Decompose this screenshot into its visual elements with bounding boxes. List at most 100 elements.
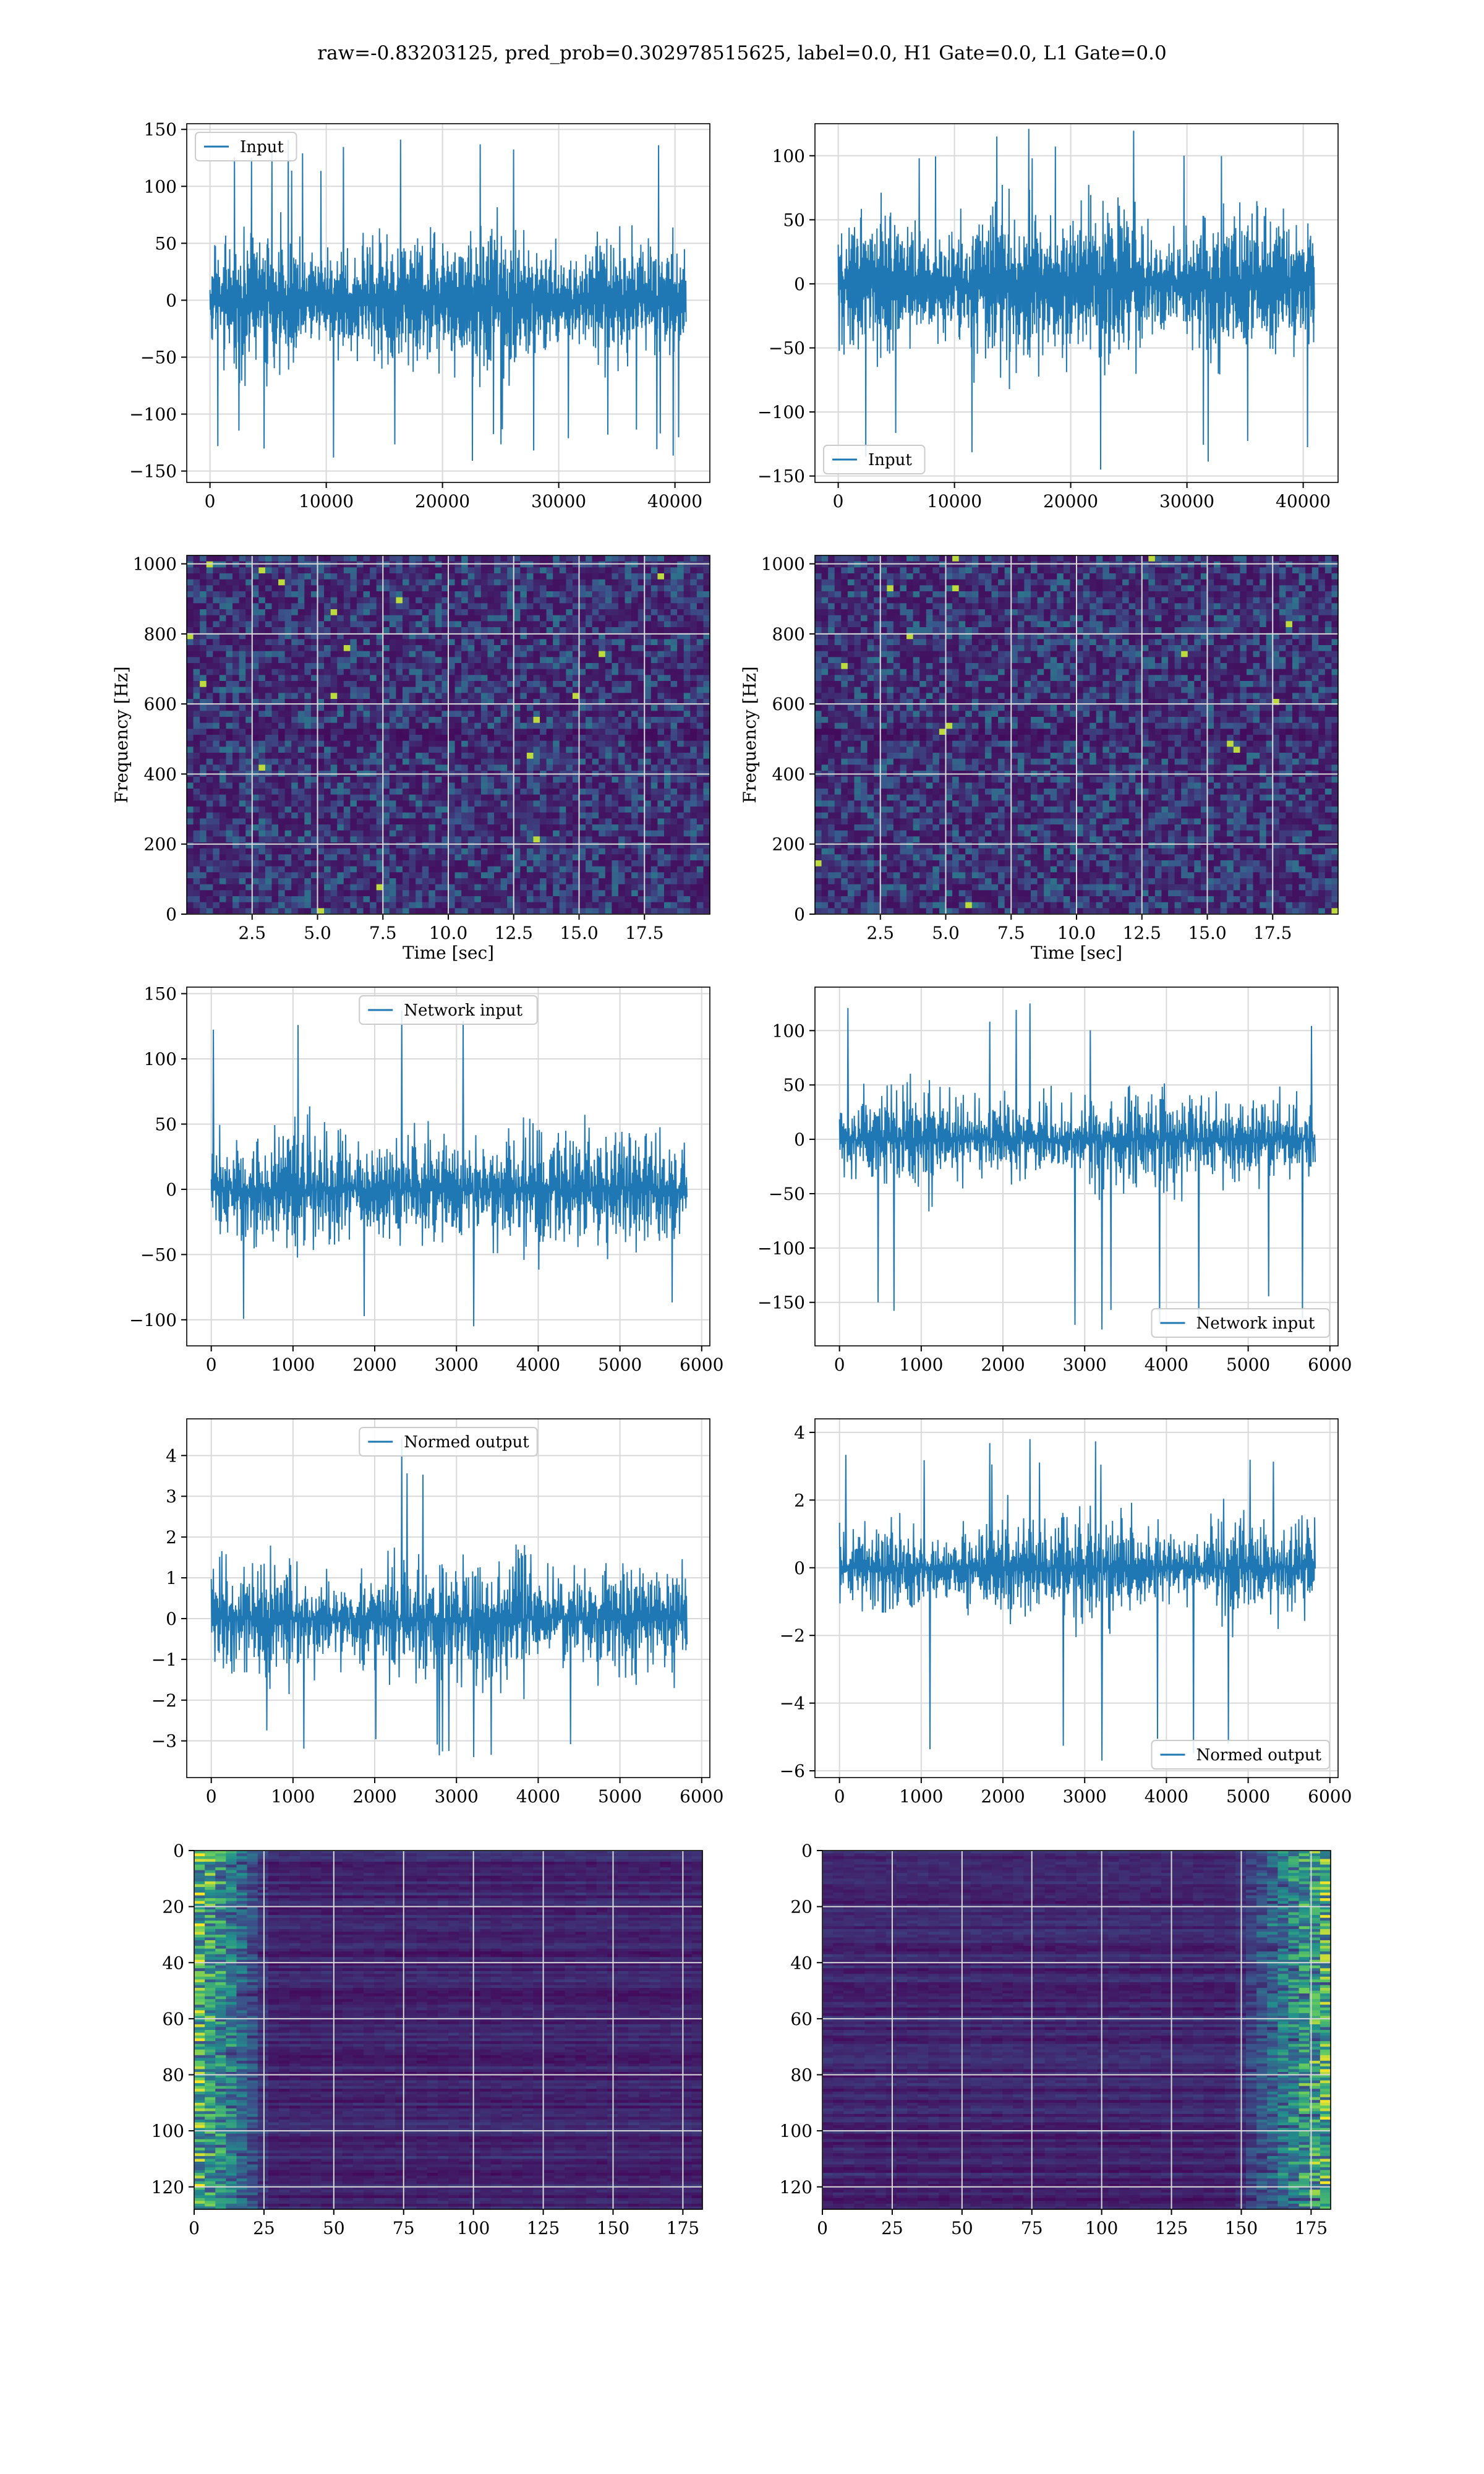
heatmap-cell (657, 591, 664, 597)
heatmap-cell (494, 807, 501, 813)
heatmap-cell (566, 687, 573, 693)
heatmap-cell (677, 818, 684, 824)
heatmap-cell (560, 627, 566, 633)
heatmap-cell (324, 693, 331, 699)
heatmap-cell (200, 717, 207, 723)
heatmap-cell (357, 663, 364, 669)
heatmap-cell (265, 831, 272, 837)
heatmap-cell (318, 872, 325, 878)
heatmap-cell (213, 753, 220, 759)
heatmap-cell (612, 872, 618, 878)
heatmap-cell (226, 831, 232, 837)
heatmap-cell (586, 729, 592, 735)
heatmap-cell (291, 867, 298, 873)
heatmap-cell (481, 735, 488, 741)
heatmap-cell (245, 693, 252, 699)
heatmap-cell (265, 878, 272, 884)
heatmap-cell (697, 824, 704, 831)
heatmap-cell (344, 603, 351, 609)
heatmap-cell (573, 824, 579, 831)
heatmap-cell (337, 639, 344, 645)
heatmap-cell (547, 860, 553, 867)
heatmap-cell (527, 884, 534, 891)
heatmap-cell (1129, 555, 1136, 562)
heatmap-cell (690, 902, 697, 909)
heatmap-cell (533, 890, 540, 896)
heatmap-cell (213, 878, 220, 884)
heatmap-cell (200, 782, 207, 789)
heatmap-cell (703, 615, 710, 622)
heatmap-cell (514, 651, 521, 657)
heatmap-cell (239, 902, 246, 909)
heatmap-cell (239, 585, 246, 591)
heatmap-cell (435, 878, 442, 884)
heatmap-cell (207, 831, 213, 837)
heatmap-cell (612, 717, 618, 723)
heatmap-cell (664, 764, 671, 771)
heatmap-cell (703, 831, 710, 837)
heatmap-cell (501, 872, 508, 878)
heatmap-cell (697, 729, 704, 735)
heatmap-cell (560, 849, 566, 855)
heatmap-cell (291, 782, 298, 789)
heatmap-cell (507, 902, 514, 909)
heatmap-cell (540, 741, 547, 747)
heatmap-cell (409, 717, 416, 723)
line-chart-r1c2: 0 10000 20000 30000 40000−150−100−50050100In… (757, 124, 1338, 511)
heatmap-cell (377, 735, 383, 741)
heatmap-cell (318, 741, 325, 747)
heatmap-cell (226, 789, 232, 795)
heatmap-cell (271, 890, 278, 896)
heatmap-cell (448, 585, 455, 591)
heatmap-cell (592, 860, 599, 867)
heatmap-cell (324, 562, 331, 568)
heatmap-cell (605, 675, 612, 681)
heatmap-cell (220, 813, 226, 819)
heatmap-cell (232, 872, 239, 878)
heatmap-cell (207, 741, 213, 747)
heatmap-cell (435, 681, 442, 687)
heatmap-cell (383, 813, 390, 819)
heatmap-cell (429, 747, 435, 753)
heatmap-cell (245, 711, 252, 717)
heatmap-cell (605, 639, 612, 645)
heatmap-cell (487, 717, 494, 723)
heatmap-cell (566, 723, 573, 729)
heatmap-cell (494, 753, 501, 759)
heatmap-cell (364, 842, 370, 849)
heatmap-cell (690, 735, 697, 741)
heatmap-cell (690, 878, 697, 884)
heatmap-cell (226, 896, 232, 902)
heatmap-cell (547, 759, 553, 765)
heatmap-cell (474, 849, 481, 855)
heatmap-cell (599, 789, 605, 795)
heatmap-cell (684, 795, 691, 801)
heatmap-cell (618, 800, 625, 807)
heatmap-cell (252, 705, 259, 711)
heatmap-cell (252, 567, 259, 573)
heatmap-cell (370, 782, 377, 789)
heatmap-cell (514, 759, 521, 765)
heatmap-cell (540, 717, 547, 723)
heatmap-cell (487, 669, 494, 675)
heatmap-cell (501, 663, 508, 669)
heatmap-cell (390, 896, 396, 902)
heatmap-cell (560, 705, 566, 711)
heatmap-cell (631, 872, 638, 878)
heatmap-cell (638, 681, 645, 687)
heatmap-cell (422, 585, 429, 591)
heatmap-cell (390, 735, 396, 741)
heatmap-cell (605, 836, 612, 842)
heatmap-cell (318, 836, 325, 842)
heatmap-cell (265, 663, 272, 669)
heatmap-cell (194, 681, 200, 687)
heatmap-cell (245, 580, 252, 586)
heatmap-cell (344, 824, 351, 831)
heatmap-cell (422, 621, 429, 627)
heatmap-cell (684, 777, 691, 783)
heatmap-cell (547, 675, 553, 681)
heatmap-cell (383, 735, 390, 741)
heatmap-cell (265, 807, 272, 813)
heatmap-cell (304, 807, 311, 813)
heatmap-cell (605, 849, 612, 855)
